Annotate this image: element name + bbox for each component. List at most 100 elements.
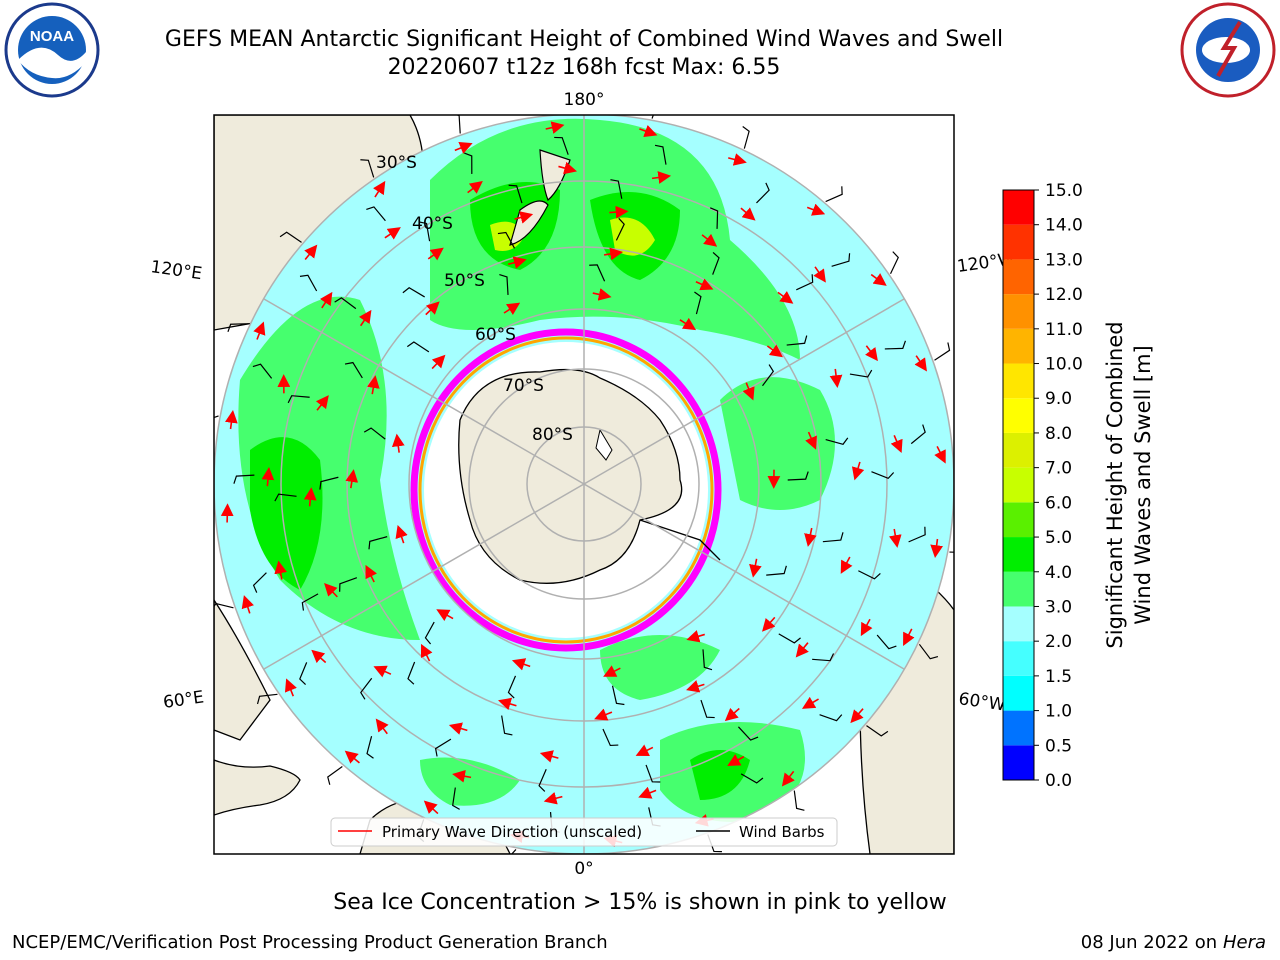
wave-arrow (225, 409, 238, 430)
lat-label-50s: 50°S (444, 271, 485, 291)
wave-arrow (890, 434, 903, 453)
wave-arrow (840, 556, 853, 574)
map-area (214, 115, 954, 854)
wind-barb (406, 341, 430, 353)
wind-barb (287, 395, 310, 404)
wind-barb (787, 471, 809, 481)
wave-arrow (686, 630, 705, 643)
new-zealand-land (539, 149, 571, 201)
wind-barb (508, 184, 523, 204)
wind-barb (366, 736, 374, 759)
wave-arrow (870, 273, 887, 286)
colorbar: 0.0 0.5 1.0 1.5 2.0 3.0 4.0 5.0 6.0 7.0 8.0 9.0 10.0… (1002, 181, 1083, 791)
colorbar-segment (1003, 745, 1034, 780)
map-legend: Primary Wave Direction (unscaled) Wind B… (330, 817, 838, 847)
colorbar-tick-label: 5.0 (1045, 528, 1072, 548)
wave-arrow (511, 658, 531, 671)
colorbar-frame (1002, 189, 1035, 781)
wind-barb (507, 675, 517, 699)
wave-arrow (639, 125, 658, 138)
wave-arrow (850, 708, 864, 724)
footer-credit: NCEP/EMC/Verification Post Processing Pr… (12, 932, 608, 953)
wind-barb (866, 725, 889, 737)
wind-barb (327, 765, 343, 785)
map-title: GEFS MEAN Antarctic Significant Height o… (0, 26, 1168, 82)
wave-arrow (467, 180, 483, 194)
wave-arrow (609, 205, 629, 219)
wind-barb (424, 621, 435, 645)
wave-arrow (367, 375, 380, 395)
wind-barb (766, 565, 787, 576)
wind-barb (497, 231, 516, 249)
wind-barb (702, 649, 713, 671)
colorbar-tick-label: 1.0 (1045, 702, 1072, 722)
colorbar-segment (1003, 675, 1034, 711)
wind-barb (611, 685, 625, 706)
wind-barb (452, 787, 460, 810)
wave-arrow (423, 800, 439, 815)
wave-arrow (545, 121, 565, 134)
wave-arrow (851, 461, 865, 481)
wave-arrow (728, 153, 747, 166)
wave-arrow (679, 317, 697, 331)
colorbar-segment (1003, 710, 1034, 746)
wave-arrow (903, 628, 915, 646)
wave-arrow (303, 487, 317, 507)
nws-logo (1180, 2, 1276, 98)
wave-arrow (365, 564, 377, 583)
lon-label-120e: 120°E (149, 257, 203, 284)
sea-ice-note: Sea Ice Concentration > 15% is shown in … (333, 890, 947, 915)
colorbar-segment (1003, 606, 1034, 642)
wind-barb (825, 437, 849, 445)
wave-arrow (345, 469, 359, 489)
colorbar-segment (1003, 294, 1034, 329)
colorbar-segment (1003, 571, 1034, 607)
colorbar-segment (1003, 259, 1034, 295)
wave-arrow (740, 207, 756, 221)
wave-arrow (781, 770, 795, 787)
wave-arrow (695, 278, 714, 291)
wave-arrow (930, 538, 943, 559)
wave-arrow (436, 609, 454, 622)
wave-arrow (373, 665, 392, 678)
colorbar-tick-label: 4.0 (1045, 563, 1072, 583)
wave-arrow (804, 527, 817, 547)
wind-barb (876, 634, 897, 650)
lon-label-180: 180° (564, 90, 605, 110)
colorbar-segment (1003, 328, 1034, 364)
wave-arrow (448, 722, 468, 735)
wave-arrow (860, 618, 873, 637)
wave-arrow (865, 345, 878, 362)
wind-barb (812, 653, 835, 662)
wave-arrow (762, 616, 776, 632)
wind-barb (256, 693, 278, 705)
wave-arrow (749, 558, 762, 578)
wind-barb (360, 677, 373, 700)
wind-barb (418, 221, 431, 242)
wind-barb (615, 217, 625, 241)
wind-barb (299, 662, 308, 685)
wave-arrow (543, 792, 563, 805)
wave-arrow (742, 382, 755, 401)
noaa-logo: NOAA (4, 2, 100, 98)
wave-arrow (701, 233, 718, 247)
wave-arrow (777, 291, 794, 304)
wind-barb (301, 593, 319, 611)
lat-label-40s: 40°S (412, 214, 453, 234)
wind-barb (849, 369, 873, 378)
wind-barb (762, 364, 775, 387)
wave-arrow (934, 446, 946, 464)
wave-arrow (805, 431, 817, 450)
wind-barb (786, 335, 808, 346)
wind-barb (366, 206, 386, 222)
wave-arrow (592, 288, 612, 301)
wave-arrow (320, 291, 333, 309)
wind-barb (554, 136, 569, 155)
lat-label-70s: 70°S (503, 376, 544, 396)
lon-label-60e: 60°E (162, 687, 205, 712)
wave-arrow (914, 355, 927, 372)
wind-barb (464, 152, 473, 174)
colorbar-segment (1003, 398, 1034, 433)
legend-barb-label: Wind Barbs (739, 823, 825, 841)
map-frame (213, 114, 955, 855)
